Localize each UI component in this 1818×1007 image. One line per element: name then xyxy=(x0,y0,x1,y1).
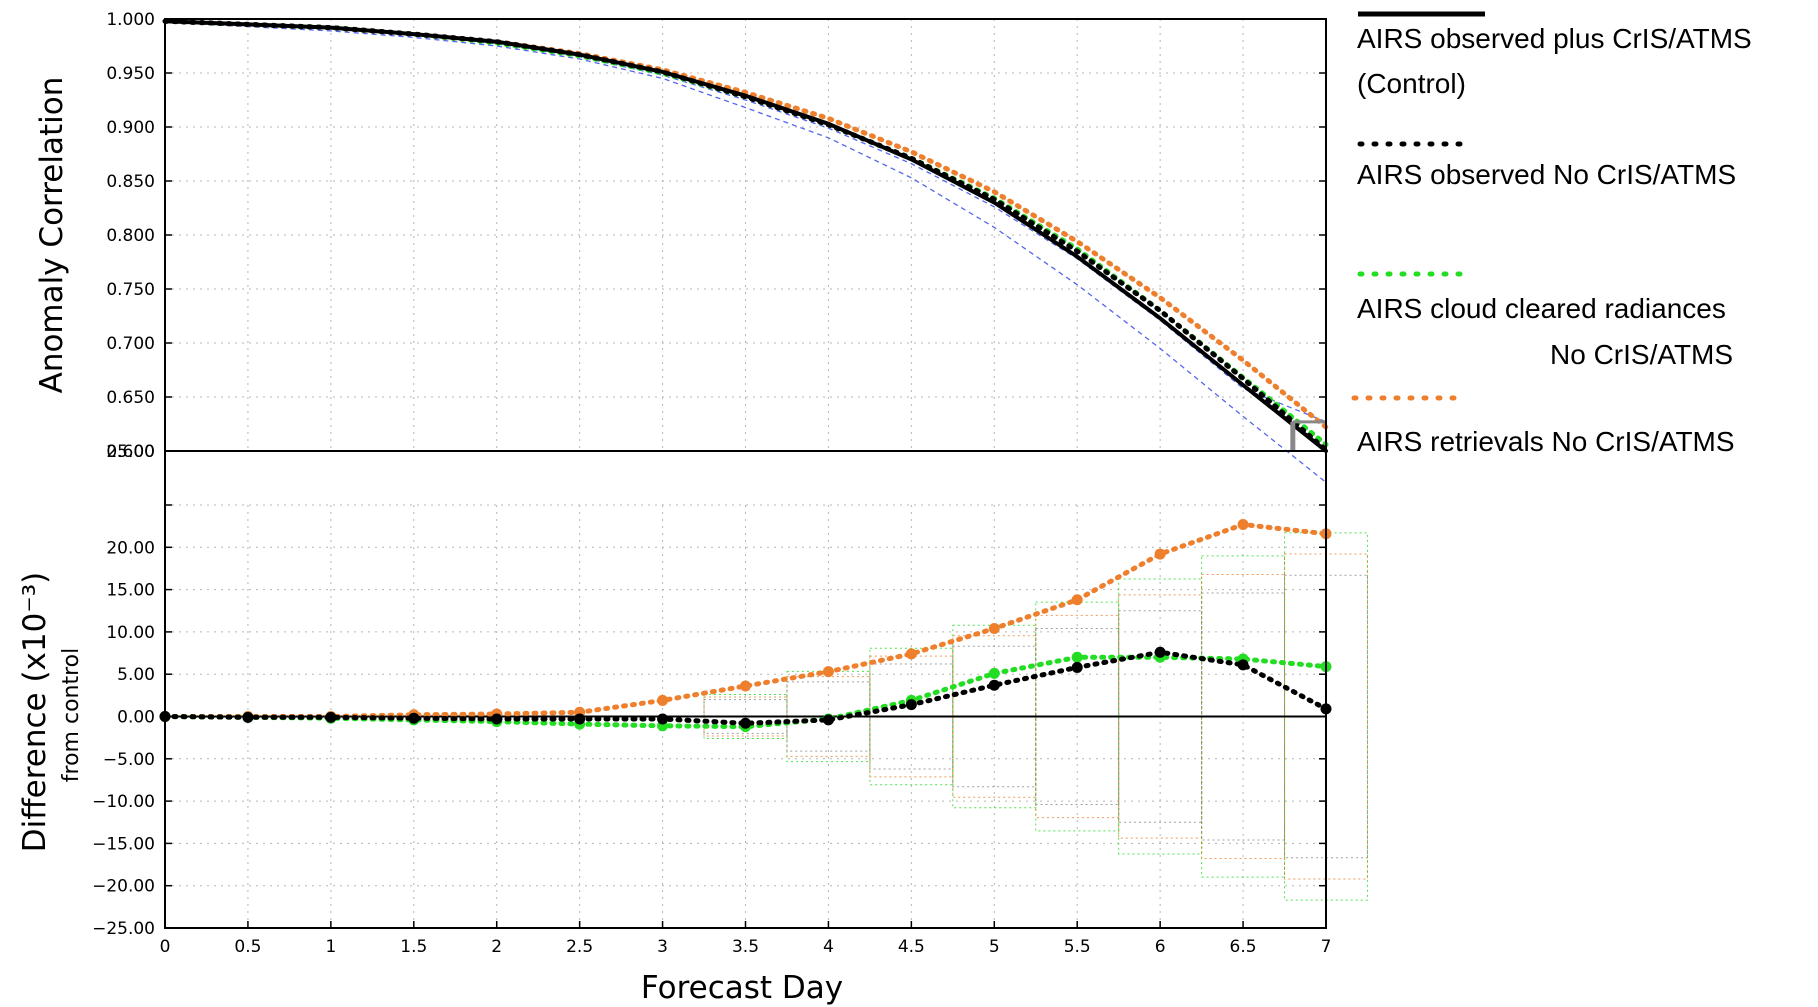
data-point-airs-observed-no-cris-atms xyxy=(740,717,751,729)
bottom-panel-series xyxy=(159,518,1332,733)
top-y-tick-label: 0.600 xyxy=(106,442,155,462)
x-tick-label: 1.5 xyxy=(400,937,427,957)
data-point-airs-observed-no-cris-atms xyxy=(988,679,1000,691)
legend-label-airs-observed: AIRS observed No CrIS/ATMS xyxy=(1357,159,1736,190)
data-point-airs-retrievals-no-cris-atms xyxy=(905,648,917,660)
bottom-y-tick-label: 0.00 xyxy=(117,708,155,728)
x-tick-label: 6.5 xyxy=(1230,937,1257,957)
significance-box xyxy=(1118,610,1203,823)
x-tick-label: 4.5 xyxy=(898,937,925,957)
data-point-airs-retrievals-no-cris-atms xyxy=(1154,548,1166,560)
x-tick-label: 3.5 xyxy=(732,937,759,957)
legend-label-cloud-cleared: AIRS cloud cleared radiances xyxy=(1357,293,1726,324)
series-airs-observed-plus-cris-atms-control xyxy=(163,19,1328,453)
bottom-panel-y-ticks: 25.00 20.00 15.00 10.00 5.00 0.00 −5.00 −10.00 −… xyxy=(92,442,1326,939)
data-point-airs-observed-no-cris-atms xyxy=(905,699,917,711)
x-tick-label: 5.5 xyxy=(1064,937,1091,957)
confidence-bound-1 xyxy=(164,21,1327,483)
top-y-tick-label: 0.750 xyxy=(106,280,155,300)
data-point-airs-retrievals-no-cris-atms xyxy=(1237,518,1249,530)
top-panel-series xyxy=(162,18,1329,483)
top-y-tick-label: 0.650 xyxy=(106,388,155,408)
legend-label-retrievals: AIRS retrievals No CrIS/ATMS xyxy=(1357,426,1735,457)
x-tick-label: 0 xyxy=(160,937,171,957)
x-tick-label: 4 xyxy=(823,937,834,957)
top-y-axis-title: Anomaly Correlation xyxy=(34,77,70,394)
bottom-y-tick-label: 15.00 xyxy=(106,581,155,601)
x-tick-label: 0.5 xyxy=(234,937,261,957)
data-point-airs-retrievals-no-cris-atms xyxy=(740,680,751,692)
data-point-airs-observed-no-cris-atms xyxy=(491,713,503,725)
data-point-airs-observed-no-cris-atms xyxy=(574,713,586,725)
x-tick-label: 1 xyxy=(325,937,336,957)
x-tick-label: 7 xyxy=(1321,937,1332,957)
data-point-airs-observed-no-cris-atms xyxy=(657,713,669,725)
significance-box xyxy=(952,635,1037,798)
data-point-airs-retrievals-no-cris-atms xyxy=(988,623,1000,635)
bottom-y-tick-label: 10.00 xyxy=(106,623,155,643)
bottom-y-tick-label: 25.00 xyxy=(106,442,155,462)
data-point-airs-observed-no-cris-atms xyxy=(1071,661,1083,673)
legend-label-control-line2: (Control) xyxy=(1357,68,1466,99)
data-point-airs-observed-no-cris-atms xyxy=(408,712,420,724)
significance-box xyxy=(1035,614,1120,819)
data-point-airs-observed-no-cris-atms xyxy=(1154,646,1166,658)
bottom-y-tick-label: −25.00 xyxy=(92,919,155,939)
significance-box xyxy=(786,681,871,752)
top-y-tick-label: 0.700 xyxy=(106,334,155,354)
legend-label-control: AIRS observed plus CrIS/ATMS xyxy=(1357,23,1752,54)
x-axis-title: Forecast Day xyxy=(641,970,843,1006)
data-point-airs-cloud-cleared-radiances-no-cris-atms xyxy=(1071,651,1083,663)
data-point-airs-observed-no-cris-atms xyxy=(242,711,254,723)
bottom-y-tick-label: 5.00 xyxy=(117,665,155,685)
top-y-tick-label: 0.850 xyxy=(106,172,155,192)
series-airs-observed-no-cris-atms xyxy=(162,649,1329,726)
top-panel-y-ticks: 1.000 0.950 0.900 0.850 0.800 0.750 0.700 0.650… xyxy=(106,10,1326,462)
x-tick-label: 3 xyxy=(657,937,668,957)
legend-label-cloud-cleared-line2: No CrIS/ATMS xyxy=(1550,339,1733,370)
significance-box xyxy=(703,696,788,737)
significance-box xyxy=(1201,555,1286,878)
bottom-y-tick-label: 20.00 xyxy=(106,538,155,558)
x-tick-label: 2 xyxy=(491,937,502,957)
data-point-airs-observed-no-cris-atms xyxy=(325,711,337,723)
top-y-tick-label: 0.800 xyxy=(106,226,155,246)
x-tick-label: 5 xyxy=(989,937,1000,957)
data-point-airs-observed-no-cris-atms xyxy=(1237,659,1249,671)
x-axis-ticks: 0 0.5 1 1.5 2 2.5 3 3.5 4 4.5 5 5.5 6 6.5 7 xyxy=(160,921,1332,957)
bottom-y-axis-title: Difference (x10⁻³) xyxy=(17,572,53,852)
bottom-y-tick-label: −15.00 xyxy=(92,834,155,854)
top-y-tick-label: 0.950 xyxy=(106,64,155,84)
data-point-airs-retrievals-no-cris-atms xyxy=(1071,594,1083,606)
bottom-y-axis-subtitle: from control xyxy=(59,648,84,782)
data-point-airs-retrievals-no-cris-atms xyxy=(822,666,834,678)
bottom-y-tick-label: −10.00 xyxy=(92,792,155,812)
data-point-airs-cloud-cleared-radiances-no-cris-atms xyxy=(988,667,1000,679)
bottom-y-tick-label: −5.00 xyxy=(103,750,155,770)
top-y-tick-label: 1.000 xyxy=(106,10,155,30)
x-tick-label: 2.5 xyxy=(566,937,593,957)
top-y-tick-label: 0.900 xyxy=(106,118,155,138)
series-airs-retrievals-no-cris-atms xyxy=(162,18,1329,430)
x-tick-label: 6 xyxy=(1155,937,1166,957)
legend: AIRS observed plus CrIS/ATMS (Control) A… xyxy=(1351,11,1752,457)
bottom-y-tick-label: −20.00 xyxy=(92,877,155,897)
data-point-airs-retrievals-no-cris-atms xyxy=(657,694,669,706)
data-point-airs-observed-no-cris-atms xyxy=(822,714,834,726)
